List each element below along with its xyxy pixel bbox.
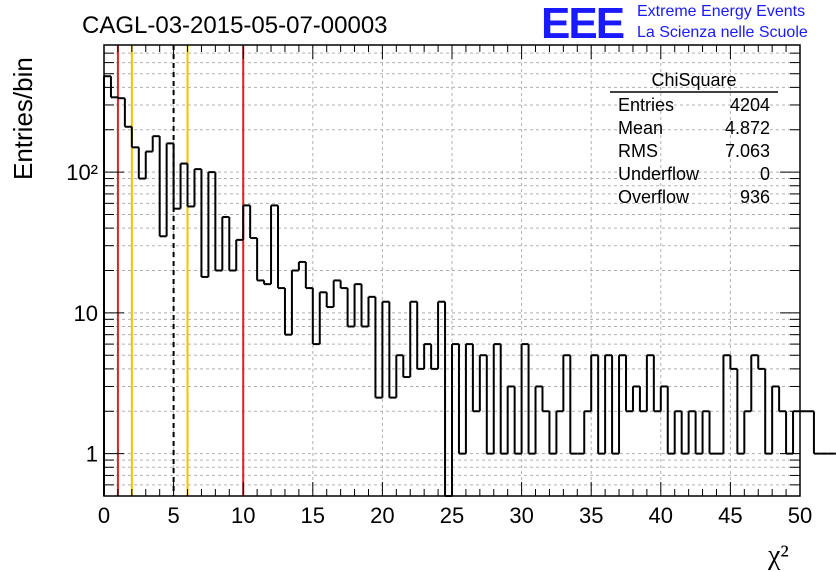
x-tick-label: 40 — [649, 503, 673, 528]
stats-label: Mean — [618, 118, 663, 138]
y-tick-label: 10² — [66, 160, 98, 185]
stats-label: RMS — [618, 141, 658, 161]
x-tick-label: 25 — [440, 503, 464, 528]
x-tick-label: 0 — [98, 503, 110, 528]
tick-labels: 0 5 10 15 20 25 30 35 40 45 50 1 10 10² — [66, 160, 812, 528]
x-axis-label: χ² — [767, 540, 789, 571]
x-tick-label: 15 — [301, 503, 325, 528]
axis-ticks — [103, 44, 801, 497]
stats-value: 7.063 — [725, 141, 770, 161]
logo-line-2: La Scienza nelle Scuole — [637, 24, 808, 41]
x-tick-label: 20 — [370, 503, 394, 528]
x-tick-label: 10 — [231, 503, 255, 528]
stats-value: 4.872 — [725, 118, 770, 138]
stats-box: ChiSquare Entries 4204 Mean 4.872 RMS 7.… — [610, 70, 778, 207]
x-tick-label: 5 — [167, 503, 179, 528]
reference-lines — [116, 45, 245, 496]
stats-value: 0 — [760, 164, 770, 184]
chart-title: CAGL-03-2015-05-07-00003 — [82, 12, 388, 39]
x-tick-label: 50 — [788, 503, 812, 528]
x-tick-label: 30 — [509, 503, 533, 528]
y-axis-label: Entries/bin — [8, 57, 38, 180]
stats-label: Entries — [618, 95, 674, 115]
y-tick-label: 10 — [74, 301, 98, 326]
y-tick-label: 1 — [86, 442, 98, 467]
stats-value: 936 — [740, 187, 770, 207]
x-tick-label: 35 — [579, 503, 603, 528]
stats-title: ChiSquare — [651, 70, 736, 90]
stats-value: 4204 — [730, 95, 770, 115]
histogram-series — [103, 75, 836, 497]
eee-logo: EEE — [541, 0, 625, 48]
logo-line-1: Extreme Energy Events — [637, 3, 806, 20]
x-tick-label: 45 — [718, 503, 742, 528]
stats-label: Underflow — [618, 164, 700, 184]
stats-label: Overflow — [618, 187, 690, 207]
